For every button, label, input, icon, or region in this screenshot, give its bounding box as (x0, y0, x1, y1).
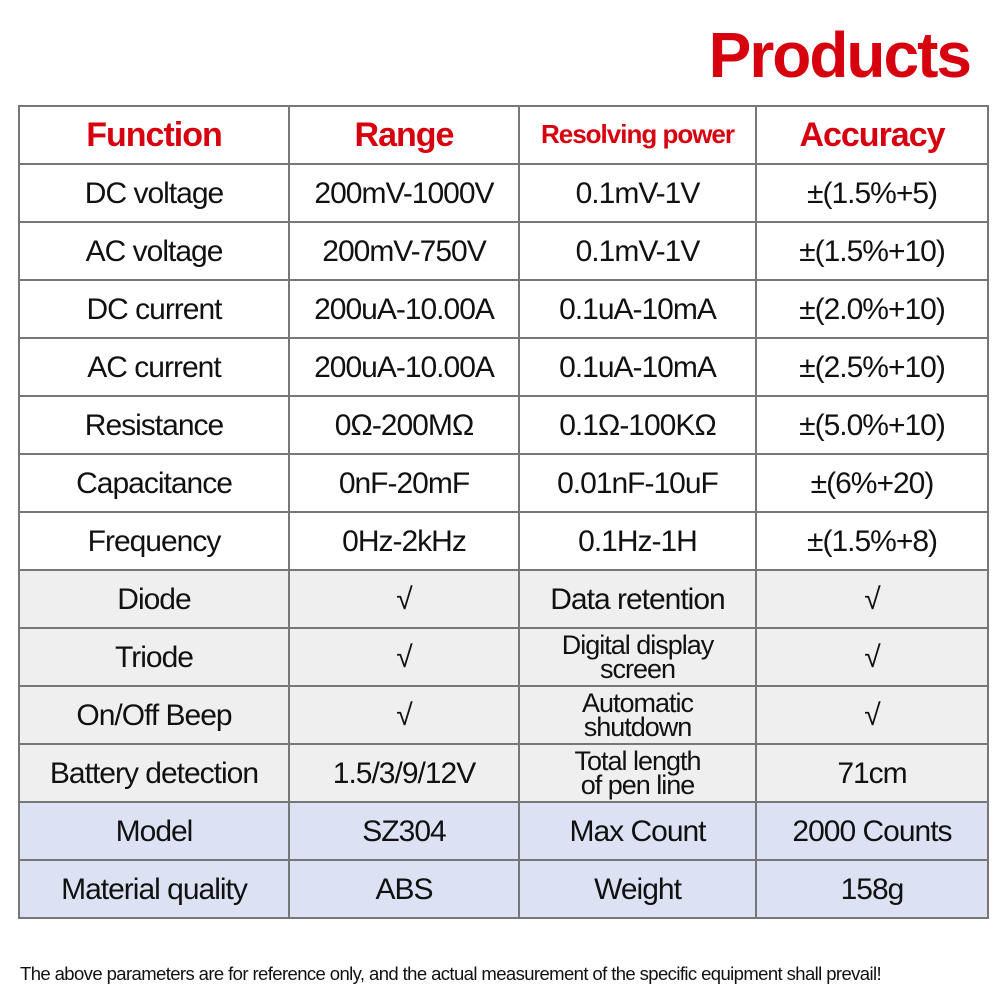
table-cell: √ (755, 685, 989, 745)
table-cell: Automatic shutdown (518, 685, 757, 745)
table-row: Battery detection 1.5/3/9/12V Total length… (18, 743, 989, 803)
table-row: On/Off Beep √ Automatic shutdown √ (18, 685, 989, 745)
table-cell: Frequency (18, 511, 290, 571)
table-cell: Weight (518, 859, 757, 919)
table-row: Resistance 0Ω-200MΩ 0.1Ω-100KΩ ±(5.0%+10) (18, 395, 989, 455)
table-cell: AC voltage (18, 221, 290, 281)
table-cell: Capacitance (18, 453, 290, 513)
header-cell: Function (18, 105, 290, 165)
footer-note: The above parameters are for reference o… (20, 963, 882, 984)
table-cell: 158g (755, 859, 989, 919)
table-row: DC current 200uA-10.00A 0.1uA-10mA ±(2.0%+1… (18, 279, 989, 339)
table-cell: 200mV-1000V (288, 163, 520, 223)
table-cell: ±(5.0%+10) (755, 395, 989, 455)
header-row: Function Range Resolving power Accuracy (18, 105, 989, 165)
table-cell: 71cm (755, 743, 989, 803)
table-cell: √ (288, 569, 520, 629)
table-cell: 0.1uA-10mA (518, 279, 757, 339)
table-cell: 1.5/3/9/12V (288, 743, 520, 803)
table-cell: ±(6%+20) (755, 453, 989, 513)
table-cell: 0.1mV-1V (518, 163, 757, 223)
table-cell: AC current (18, 337, 290, 397)
table-cell: 200uA-10.00A (288, 337, 520, 397)
table-cell: Digital display screen (518, 627, 757, 687)
table-cell: DC voltage (18, 163, 290, 223)
table-cell: 2000 Counts (755, 801, 989, 861)
table-cell: √ (755, 627, 989, 687)
table-cell: Max Count (518, 801, 757, 861)
table-cell: Total length of pen line (518, 743, 757, 803)
table-row: Diode √ Data retention √ (18, 569, 989, 629)
table-cell: 0Hz-2kHz (288, 511, 520, 571)
table-cell: 0nF-20mF (288, 453, 520, 513)
table-cell: 0.1mV-1V (518, 221, 757, 281)
table-cell: Material quality (18, 859, 290, 919)
table-row: Triode √ Digital display screen √ (18, 627, 989, 687)
table-cell: ±(1.5%+10) (755, 221, 989, 281)
table-cell: 0.1Hz-1H (518, 511, 757, 571)
table-cell: √ (755, 569, 989, 629)
table-cell: 200mV-750V (288, 221, 520, 281)
table-row: AC current 200uA-10.00A 0.1uA-10mA ±(2.5%+1… (18, 337, 989, 397)
table-cell: Data retention (518, 569, 757, 629)
table-cell: ±(2.5%+10) (755, 337, 989, 397)
table-cell: Resistance (18, 395, 290, 455)
table-cell: SZ304 (288, 801, 520, 861)
header-cell: Range (288, 105, 520, 165)
header-cell: Resolving power (518, 105, 757, 165)
table-cell: Triode (18, 627, 290, 687)
table-cell: Diode (18, 569, 290, 629)
table-row: Capacitance 0nF-20mF 0.01nF-10uF ±(6%+20) (18, 453, 989, 513)
table-body: DC voltage 200mV-1000V 0.1mV-1V ±(1.5%+5) AC… (18, 163, 989, 919)
table-row: AC voltage 200mV-750V 0.1mV-1V ±(1.5%+10) (18, 221, 989, 281)
table-cell: 0.1uA-10mA (518, 337, 757, 397)
table-cell: 0.01nF-10uF (518, 453, 757, 513)
table-row: Frequency 0Hz-2kHz 0.1Hz-1H ±(1.5%+8) (18, 511, 989, 571)
table-row: Model SZ304 Max Count 2000 Counts (18, 801, 989, 861)
table-cell: DC current (18, 279, 290, 339)
table-row: DC voltage 200mV-1000V 0.1mV-1V ±(1.5%+5) (18, 163, 989, 223)
table-cell: On/Off Beep (18, 685, 290, 745)
table-cell: ±(1.5%+8) (755, 511, 989, 571)
table-cell: Battery detection (18, 743, 290, 803)
title: Products (708, 19, 972, 91)
table-cell: √ (288, 685, 520, 745)
spec-table: Function Range Resolving power Accuracy DC … (18, 105, 989, 919)
header-cell: Accuracy (755, 105, 989, 165)
table-cell: ABS (288, 859, 520, 919)
table-cell: √ (288, 627, 520, 687)
table-cell: 200uA-10.00A (288, 279, 520, 339)
table-cell: 0.1Ω-100KΩ (518, 395, 757, 455)
table-cell: ±(2.0%+10) (755, 279, 989, 339)
table-cell: Model (18, 801, 290, 861)
table-row: Material quality ABS Weight 158g (18, 859, 989, 919)
table-cell: ±(1.5%+5) (755, 163, 989, 223)
table-cell: 0Ω-200MΩ (288, 395, 520, 455)
